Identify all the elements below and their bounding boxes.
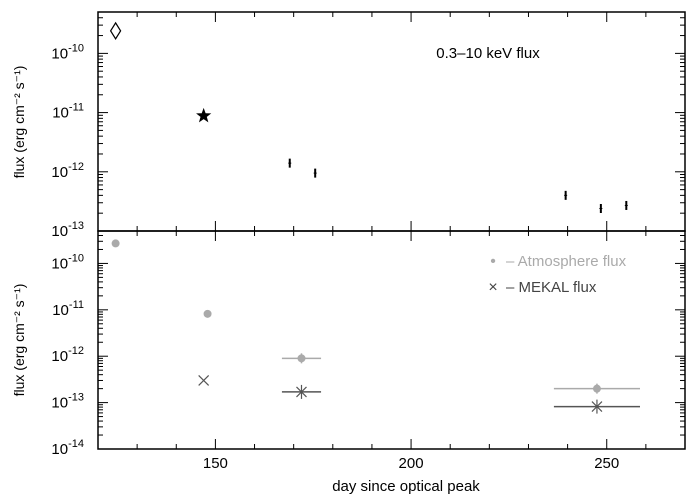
star-point [196,107,212,123]
y-tick-exponent: -10 [68,42,84,54]
y-tick-label: 10-13 [51,392,84,412]
x-axis-label: day since optical peak [332,478,480,495]
y-tick-exponent: -11 [69,299,84,311]
y-tick-label: 10-10 [51,42,84,62]
mekal-point [591,401,603,413]
mekal-point [296,386,307,398]
legend-label: – Atmosphere flux [506,253,627,270]
y-tick-base: 10 [52,302,69,319]
y-tick-label: 10-14 [51,438,84,458]
atmosphere-point [592,384,601,393]
y-tick-label: 10-12 [51,161,84,181]
legend-symbol: • [490,253,496,270]
y-tick-exponent: -12 [68,161,84,173]
y-tick-exponent: -11 [69,102,84,114]
y-tick-label: 10-12 [51,345,84,365]
x-tick-label: 150 [203,455,228,472]
diamond-point [109,21,122,41]
mekal-point [198,375,210,386]
plot-frame [97,11,686,232]
legend: • – Atmosphere flux × – MEKAL flux [488,253,626,296]
plot-frame [97,230,686,450]
y-tick-base: 10 [52,105,69,122]
y-tick-base: 10 [51,255,68,272]
y-tick-base: 10 [51,348,68,365]
atmosphere-point [111,239,120,248]
x-tick-label: 250 [594,455,619,472]
legend-symbol: × [488,279,497,296]
top-y-axis-label: flux (erg cm⁻² s⁻¹) [11,66,27,179]
x-tick-label: 200 [399,455,424,472]
y-tick-base: 10 [51,395,68,412]
y-tick-base: 10 [51,45,68,62]
y-tick-exponent: -10 [68,252,84,264]
y-tick-exponent: -13 [68,392,84,404]
y-tick-exponent: -13 [68,220,84,232]
y-tick-base: 10 [51,164,68,181]
y-tick-label: 10-11 [52,299,84,319]
legend-label: – MEKAL flux [506,279,597,296]
top-annotation: 0.3–10 keV flux [436,45,540,62]
y-tick-label: 10-10 [51,252,84,272]
y-tick-exponent: -12 [68,345,84,357]
atmosphere-point [297,354,306,363]
y-tick-label: 10-13 [51,220,84,240]
bottom-y-axis-label: flux (erg cm⁻² s⁻¹) [11,284,27,397]
y-tick-base: 10 [51,223,68,240]
y-tick-base: 10 [51,441,68,458]
y-tick-exponent: -14 [68,438,84,450]
y-tick-label: 10-11 [52,102,84,122]
atmosphere-point [203,309,212,318]
